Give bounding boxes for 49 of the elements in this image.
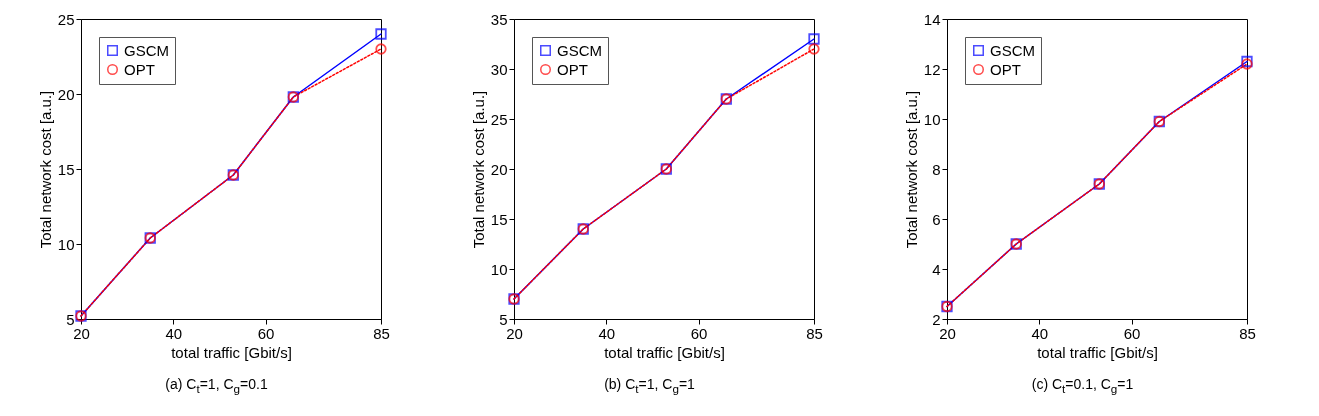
legend-label: GSCM (557, 41, 602, 59)
y-tick-label: 12 (923, 60, 941, 78)
y-tick-label: 15 (490, 210, 508, 228)
point (375, 28, 387, 40)
y-tick-label: 10 (57, 235, 75, 253)
text: (b) C$_{t}$=1, C$_{g}$=1 (603, 376, 696, 395)
x-tick-label: 85 (373, 324, 390, 342)
y-axis-title: Total network cost [a.u.] (469, 90, 487, 249)
y-tick-label: 10 (923, 110, 941, 128)
y-tick-label: 4 (932, 260, 941, 278)
y-tick-label: 10 (490, 260, 508, 278)
point (808, 43, 820, 55)
legend-label: OPT (124, 60, 155, 78)
y-tick-label: 25 (490, 110, 508, 128)
legend-label: GSCM (124, 41, 169, 59)
x-axis-title: total traffic [Gbit/s] (171, 343, 292, 361)
y-tick-label: 2 (932, 310, 941, 328)
y-axis-title: Total network cost [a.u.] (36, 90, 54, 249)
x-tick-label: 85 (1239, 324, 1256, 342)
y-tick-label: 5 (499, 310, 508, 328)
x-axis-title: total traffic [Gbit/s] (1037, 343, 1158, 361)
y-tick-label: 25 (57, 10, 75, 28)
y-tick-label: 20 (490, 160, 508, 178)
y-tick-label: 14 (923, 10, 941, 28)
x-tick-label: 60 (257, 324, 275, 342)
y-tick-label: 35 (490, 10, 508, 28)
point (375, 43, 387, 55)
x-tick-label: 40 (598, 324, 616, 342)
y-tick-label: 20 (57, 85, 75, 103)
x-tick-label: 20 (506, 324, 523, 342)
legend-label: GSCM (990, 41, 1035, 59)
text: (a) C$_{t}$=1, C$_{g}$=0.1 (164, 376, 269, 395)
y-tick-label: 5 (66, 310, 75, 328)
y-tick-label: 8 (932, 160, 941, 178)
x-tick-label: 60 (690, 324, 708, 342)
y-tick-label: 15 (57, 160, 75, 178)
text: (c) C$_{t}$=0.1, C$_{g}$=1 (1030, 376, 1135, 395)
x-tick-label: 60 (1123, 324, 1141, 342)
y-tick-label: 30 (490, 60, 508, 78)
point (808, 33, 820, 45)
y-axis-title: Total network cost [a.u.] (902, 90, 920, 249)
x-tick-label: 40 (165, 324, 183, 342)
x-tick-label: 20 (73, 324, 90, 342)
x-axis-title: total traffic [Gbit/s] (604, 343, 725, 361)
legend-label: OPT (557, 60, 588, 78)
x-tick-label: 85 (806, 324, 823, 342)
legend-label: OPT (990, 60, 1021, 78)
y-tick-label: 6 (932, 210, 941, 228)
x-tick-label: 40 (1031, 324, 1049, 342)
